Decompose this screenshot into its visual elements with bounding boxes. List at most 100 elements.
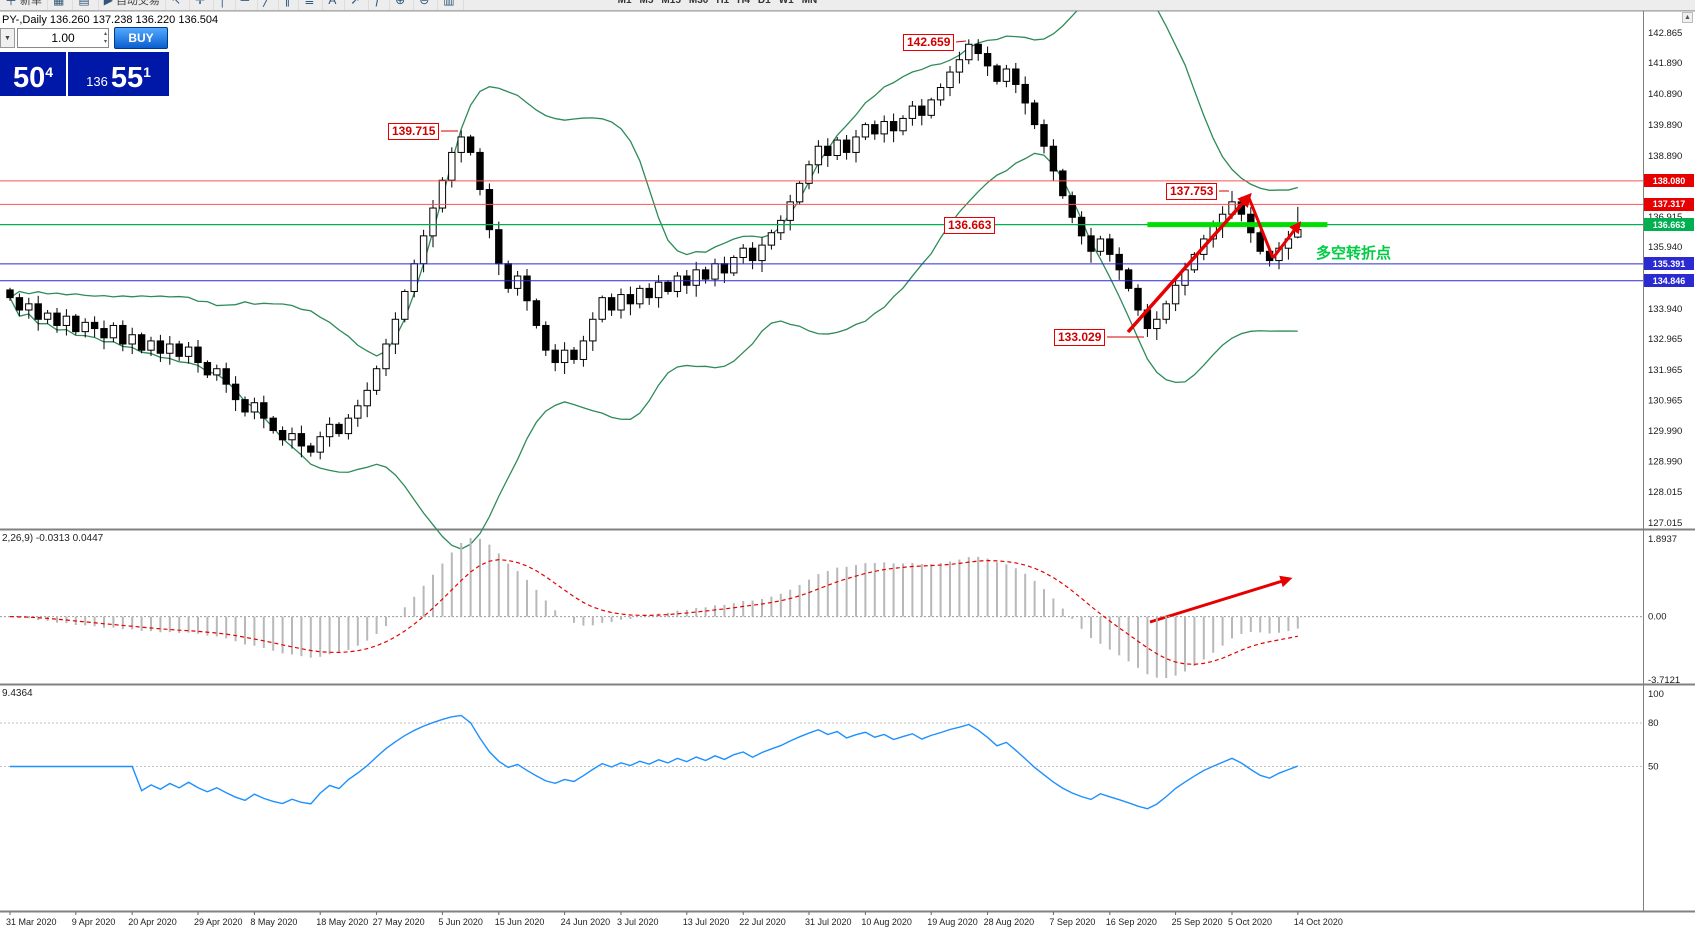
date-label: 5 Jun 2020	[438, 917, 483, 927]
price-tag-138.080: 138.080	[1644, 174, 1694, 188]
axis-label: 100	[1648, 689, 1664, 700]
date-axis: 31 Mar 2020 9 Apr 2020 20 Apr 2020 29 Apr 2…	[6, 912, 1343, 927]
buy-button[interactable]: BUY	[114, 27, 168, 49]
horizontal-line-objects[interactable]	[0, 180, 1643, 282]
buy-price-pip: 1	[143, 64, 151, 80]
toolbar-trendline-button[interactable]: ╱	[258, 0, 280, 10]
toolbar-timeframe-m15[interactable]: M15	[661, 0, 681, 6]
price-callout-133029[interactable]: 133.029	[1054, 329, 1106, 346]
date-label: 9 Apr 2020	[72, 917, 116, 927]
toolbar-timeframe-m30[interactable]: M30	[688, 0, 709, 6]
scroll-up-icon[interactable]: ▲	[1682, 12, 1693, 23]
auto-trading-icon: ▶	[103, 0, 113, 7]
toolbar-timeframe-h1[interactable]: H1	[716, 0, 730, 6]
axis-label: 132.965	[1648, 334, 1682, 345]
toolbar-arrow-object-button[interactable]: ➚	[345, 0, 370, 10]
bollinger-bands	[9, 0, 1298, 550]
volume-value: 1.00	[51, 31, 75, 45]
price-callout-142659[interactable]: 142.659	[903, 34, 955, 51]
price-callout-136663[interactable]: 136.663	[944, 217, 996, 234]
toolbar-fibonacci-button[interactable]: ≣	[299, 0, 324, 10]
toolbar-timeframe-d1[interactable]: D1	[757, 0, 771, 6]
trend-arrows[interactable]	[441, 40, 1302, 624]
vertical-line-icon: │	[219, 0, 227, 7]
channel-icon: ∥	[284, 0, 291, 7]
toolbar-profiles-button[interactable]: ▤	[73, 0, 99, 10]
indicators-icon: ƒ	[374, 0, 382, 7]
axis-label: 140.890	[1648, 89, 1682, 100]
axis-label: 128.990	[1648, 457, 1682, 468]
price-tag-136.663: 136.663	[1644, 218, 1694, 232]
axis-label: 129.990	[1648, 426, 1682, 437]
buy-price-main: 55	[110, 62, 144, 94]
trendline-icon: ╱	[263, 0, 271, 7]
axis-label: 131.965	[1648, 365, 1682, 376]
spinner-up-icon[interactable]: ▴	[103, 31, 107, 37]
toolbar-indicators-button[interactable]: ƒ	[369, 0, 391, 10]
price-tag-137.317: 137.317	[1644, 197, 1694, 211]
toolbar-cursor-button[interactable]: ↖	[166, 0, 190, 10]
toolbar-zoom-in-button[interactable]: ⊕	[390, 0, 415, 10]
arrow-object-icon: ➚	[350, 0, 361, 7]
axis-label: 136.915	[1648, 212, 1682, 223]
axis-label: 50	[1648, 762, 1659, 773]
date-label: 22 Jul 2020	[739, 917, 786, 927]
toolbar-new-order-label: 新单	[20, 0, 43, 7]
toolbar-timeframe-m1[interactable]: M1	[617, 0, 632, 6]
sell-price-box[interactable]: 50 4	[0, 52, 66, 96]
buy-price-box[interactable]: 136 55 1	[68, 52, 169, 96]
toolbar-new-order-button[interactable]: ＋新单	[0, 0, 49, 10]
date-label: 3 Jul 2020	[617, 917, 659, 927]
volume-input[interactable]: 1.00 ▴ ▾	[17, 28, 109, 48]
chart-window-icon: ▦	[53, 0, 65, 7]
price-callout-137753[interactable]: 137.753	[1166, 183, 1218, 200]
profiles-icon: ▤	[78, 0, 90, 7]
toolbar-channel-button[interactable]: ∥	[279, 0, 300, 10]
panel-collapse-button[interactable]: ▼	[0, 28, 15, 48]
macd-panel: 1.8937 0.00 -3.7121	[0, 534, 1680, 686]
macd-indicator-label: 2,26,9) -0.0313 0.0447	[2, 533, 104, 544]
date-label: 18 May 2020	[316, 917, 368, 927]
date-label: 8 May 2020	[250, 917, 297, 927]
axis-label: 138.890	[1648, 151, 1682, 162]
toolbar-horizontal-line-button[interactable]: ─	[236, 0, 259, 10]
toolbar-tile-windows-button[interactable]: ▥	[438, 0, 464, 10]
date-label: 10 Aug 2020	[861, 917, 912, 927]
axis-label: 135.940	[1648, 242, 1682, 253]
axis-label: 127.015	[1648, 518, 1682, 529]
axis-label: 133.940	[1648, 304, 1682, 315]
toolbar-chart-window-button[interactable]: ▦	[48, 0, 74, 10]
zoom-out-icon: ⊖	[419, 0, 430, 7]
axis-label: 139.890	[1648, 120, 1682, 131]
toolbar-text-button[interactable]: A	[323, 0, 346, 10]
toolbar-vertical-line-button[interactable]: │	[214, 0, 236, 10]
toolbar-crosshair-button[interactable]: ✛	[190, 0, 215, 10]
toolbar-timeframe-mn[interactable]: MN	[801, 0, 818, 6]
date-label: 31 Mar 2020	[6, 917, 57, 927]
rsi-indicator-label: 9.4364	[2, 688, 33, 699]
support-highlight-segment[interactable]	[1147, 222, 1328, 228]
date-label: 31 Jul 2020	[805, 917, 852, 927]
horizontal-line-icon: ─	[240, 0, 250, 7]
price-callout-139715[interactable]: 139.715	[388, 123, 440, 140]
toolbar-timeframe-m5[interactable]: M5	[639, 0, 654, 6]
turning-point-note[interactable]: 多空转折点	[1316, 245, 1392, 262]
buy-price-prefix: 136	[86, 74, 108, 89]
volume-spinner[interactable]: ▴ ▾	[104, 30, 107, 46]
toolbar-timeframe-h4[interactable]: H4	[737, 0, 750, 6]
toolbar-auto-trading-button[interactable]: ▶ 自动交易	[99, 0, 166, 10]
price-axis: 142.865 141.890 140.890 139.890 138.890 136.9…	[1648, 28, 1682, 529]
one-click-trading-panel: ▼ 1.00 ▴ ▾ BUY 50 4 136 55 1	[0, 27, 172, 96]
toolbar-spacer	[464, 0, 614, 10]
sell-price-main: 50	[12, 62, 46, 94]
axis-label: 0.00	[1648, 612, 1667, 623]
toolbar-zoom-out-button[interactable]: ⊖	[414, 0, 439, 10]
text-icon: A	[328, 0, 337, 7]
date-label: 16 Sep 2020	[1106, 917, 1157, 927]
axis-label: -3.7121	[1648, 675, 1680, 686]
axis-label: 80	[1648, 718, 1659, 729]
toolbar-timeframe-w1[interactable]: W1	[778, 0, 794, 6]
spinner-down-icon[interactable]: ▾	[103, 39, 107, 45]
